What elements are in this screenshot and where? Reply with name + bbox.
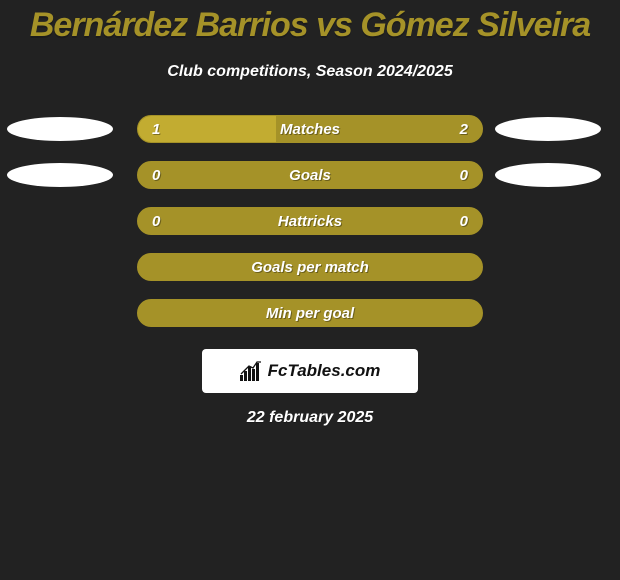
- stat-label: Goals: [138, 167, 482, 184]
- comparison-infographic: Bernárdez Barrios vs Gómez Silveira Club…: [0, 0, 620, 580]
- stat-bar: 0Goals0: [137, 161, 483, 189]
- stat-label: Matches: [138, 121, 482, 138]
- player-badge-right: [495, 163, 601, 187]
- footer-logo-text: FcTables.com: [268, 361, 381, 381]
- stat-label: Hattricks: [138, 213, 482, 230]
- player-badge-right: [495, 117, 601, 141]
- stat-row: 1Matches2: [0, 115, 620, 143]
- page-title: Bernárdez Barrios vs Gómez Silveira: [0, 0, 620, 45]
- stat-bar: 0Hattricks0: [137, 207, 483, 235]
- stat-row: Goals per match: [0, 253, 620, 281]
- stat-bar: Min per goal: [137, 299, 483, 327]
- stat-value-right: 2: [460, 121, 468, 138]
- stat-label: Min per goal: [138, 305, 482, 322]
- page-subtitle: Club competitions, Season 2024/2025: [0, 63, 620, 81]
- stat-row: 0Goals0: [0, 161, 620, 189]
- stat-value-right: 0: [460, 213, 468, 230]
- bar-chart-icon: [240, 361, 262, 381]
- stat-bar: 1Matches2: [137, 115, 483, 143]
- footer-logo: FcTables.com: [202, 349, 418, 393]
- stat-value-right: 0: [460, 167, 468, 184]
- stat-bar: Goals per match: [137, 253, 483, 281]
- player-badge-left: [7, 117, 113, 141]
- stat-row: 0Hattricks0: [0, 207, 620, 235]
- player-badge-left: [7, 163, 113, 187]
- stat-label: Goals per match: [138, 259, 482, 276]
- stat-rows: 1Matches20Goals00Hattricks0Goals per mat…: [0, 115, 620, 327]
- stat-row: Min per goal: [0, 299, 620, 327]
- footer-date: 22 february 2025: [0, 409, 620, 427]
